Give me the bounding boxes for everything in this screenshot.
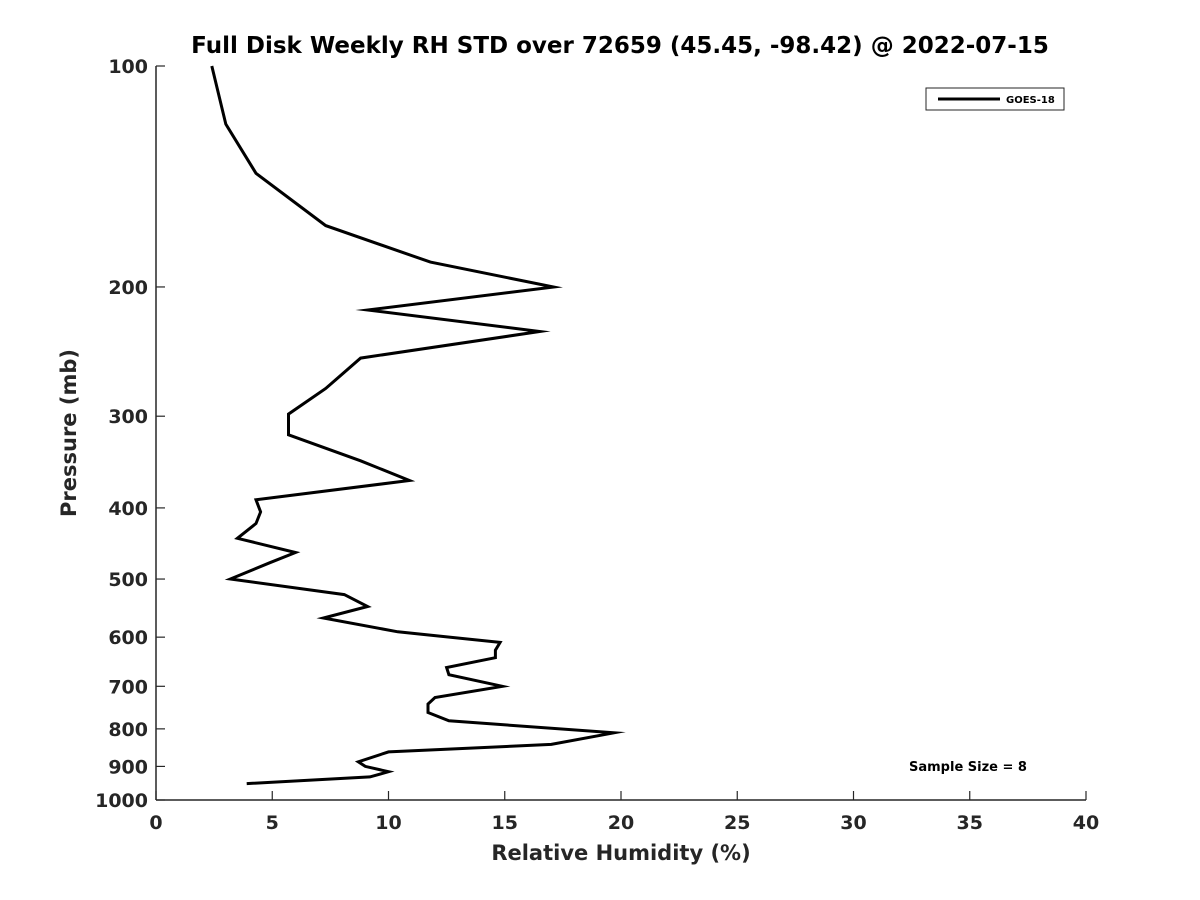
x-tick-label: 15 [492, 812, 518, 834]
y-tick-label: 900 [108, 756, 148, 778]
x-tick-label: 40 [1073, 812, 1099, 834]
y-tick-label: 100 [108, 56, 148, 78]
x-tick-label: 20 [608, 812, 634, 834]
chart-title: Full Disk Weekly RH STD over 72659 (45.4… [191, 33, 1049, 59]
legend-label-goes-18: GOES-18 [1006, 95, 1055, 106]
x-axis-ticks: 0 5 10 15 20 25 30 35 40 [149, 791, 1099, 834]
series-line-goes-18 [210, 65, 626, 786]
x-tick-label: 10 [375, 812, 401, 834]
x-tick-label: 25 [724, 812, 750, 834]
y-tick-label: 700 [108, 676, 148, 698]
legend: GOES-18 [925, 87, 1065, 111]
x-tick-label: 0 [149, 812, 162, 834]
y-tick-label: 400 [108, 498, 148, 520]
x-tick-label: 30 [840, 812, 866, 834]
y-tick-label: 300 [108, 406, 148, 428]
x-tick-label: 5 [266, 812, 279, 834]
y-axis-label: Pressure (mb) [57, 349, 81, 517]
series-layer [210, 65, 626, 786]
x-tick-label: 35 [957, 812, 983, 834]
y-tick-label: 1000 [95, 790, 148, 812]
y-tick-label: 200 [108, 277, 148, 299]
y-tick-label: 500 [108, 569, 148, 591]
y-tick-label: 600 [108, 627, 148, 649]
sample-size-annotation: Sample Size = 8 [909, 760, 1027, 775]
y-axis-ticks: 100 200 300 400 500 600 700 800 900 1000 [95, 56, 165, 812]
y-tick-label: 800 [108, 719, 148, 741]
x-axis-label: Relative Humidity (%) [491, 841, 750, 865]
